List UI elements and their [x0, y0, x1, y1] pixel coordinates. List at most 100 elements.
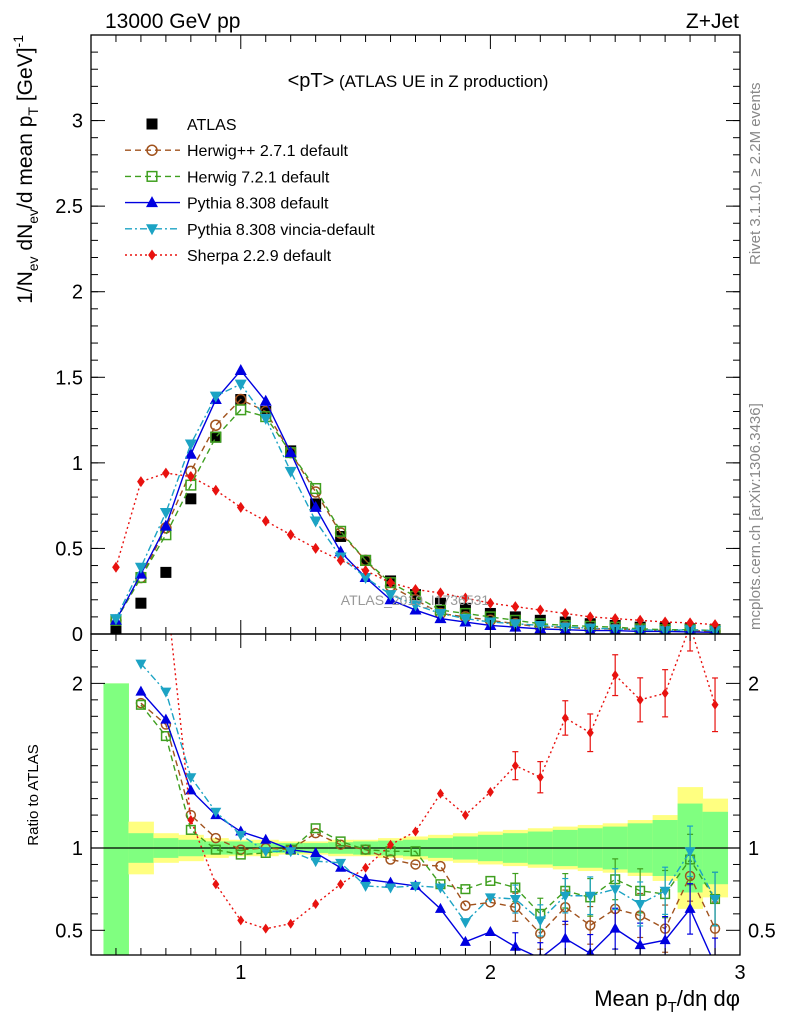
legend-label-atlas: ATLAS [187, 117, 237, 134]
point-sherpa-2-2-9-default-23 [686, 617, 694, 629]
point-sherpa-2-2-9-default-12 [411, 584, 420, 596]
watermark: ATLAS_2019_I1736531 [341, 592, 490, 608]
point-sherpa-2-2-9-default-16 [511, 601, 520, 613]
main-title: <pT> (ATLAS UE in Z production) [288, 70, 549, 92]
ratio-ytick-label-right: 2 [748, 673, 759, 695]
ratio-point-pythia-8-308-vincia-default-7 [285, 847, 297, 858]
ratio-point-pythia-8-308-vincia-default-2 [160, 687, 172, 698]
ratio-point-sherpa-2-2-9-default-18 [561, 712, 569, 723]
ratio-point-pythia-8-308-default-24 [710, 959, 721, 969]
ratio-point-sherpa-2-2-9-default-12 [412, 826, 419, 837]
main-ylabel: 1/Nev dNev/d mean pT [GeV]-1 [10, 35, 41, 304]
legend-marker-pythia-8-308-vincia-default [146, 224, 158, 236]
ratio-point-pythia-8-308-default-1 [135, 685, 147, 696]
point-herwig-7-2-1-default-9 [335, 525, 347, 537]
ratio-point-sherpa-2-2-9-default-3 [187, 815, 195, 826]
legend-label-herwig-7-2-1-default: Herwig 7.2.1 default [187, 169, 330, 186]
point-pythia-8-308-vincia-default-11 [384, 590, 397, 602]
ratio-point-sherpa-2-2-9-default-6 [262, 923, 270, 934]
legend-label-sherpa-2-2-9-default: Sherpa 2.2.9 default [187, 248, 332, 265]
legend-marker-sherpa-2-2-9-default [148, 249, 156, 261]
point-pythia-8-308-vincia-default-6 [259, 413, 272, 425]
ratio-point-herwig-2-7-1-default-13 [435, 860, 446, 872]
ratio-ytick-label-left: 2 [72, 673, 83, 695]
point-pythia-8-308-vincia-default-3 [184, 439, 197, 451]
ratio-point-pythia-8-308-vincia-default-5 [235, 830, 247, 841]
ratio-point-sherpa-2-2-9-default-14 [461, 810, 469, 821]
ratio-point-herwig-7-2-1-default-8 [310, 823, 321, 834]
point-sherpa-2-2-9-default-18 [561, 607, 570, 619]
legend-marker-herwig-2-7-1-default [146, 144, 158, 156]
point-sherpa-2-2-9-default-1 [137, 476, 145, 488]
ratio-point-pythia-8-308-default-6 [260, 833, 272, 844]
legend-label-pythia-8-308-default: Pythia 8.308 default [187, 196, 329, 213]
point-pythia-8-308-vincia-default-2 [159, 507, 172, 519]
ratio-point-sherpa-2-2-9-default-24 [711, 699, 719, 710]
ratio-point-herwig-7-2-1-default-2 [160, 731, 171, 742]
ratio-point-pythia-8-308-vincia-default-9 [335, 858, 347, 869]
ratio-point-pythia-8-308-vincia-default-19 [584, 891, 596, 902]
point-sherpa-2-2-9-default-0 [112, 561, 120, 573]
point-sherpa-2-2-9-default-21 [636, 614, 645, 626]
point-pythia-8-308-vincia-default-4 [209, 391, 222, 403]
ratio-point-pythia-8-308-default-3 [185, 784, 197, 795]
ratio-point-pythia-8-308-vincia-default-21 [634, 899, 646, 910]
ratio-point-sherpa-2-2-9-default-11 [387, 839, 395, 850]
ratio-point-sherpa-2-2-9-default-21 [636, 694, 644, 705]
ratio-point-pythia-8-308-vincia-default-8 [310, 857, 322, 868]
main-ytick-label: 0 [72, 624, 83, 646]
mcplots-label: mcplots.cern.ch [arXiv:1306.3436] [747, 403, 764, 630]
point-sherpa-2-2-9-default-15 [486, 597, 495, 609]
xtick-label: 2 [485, 962, 496, 984]
point-pythia-8-308-vincia-default-7 [284, 466, 297, 478]
ratio-point-pythia-8-308-default-13 [434, 902, 446, 913]
ratio-point-pythia-8-308-default-18 [559, 932, 571, 943]
ratio-point-sherpa-2-2-9-default-4 [212, 879, 220, 890]
point-pythia-8-308-vincia-default-1 [134, 562, 147, 574]
point-sherpa-2-2-9-default-17 [536, 604, 545, 616]
point-pythia-8-308-vincia-default-14 [459, 614, 472, 626]
ratio-line-sherpa-2-2-9-default [170, 634, 716, 930]
point-sherpa-2-2-9-default-5 [236, 501, 245, 513]
point-sherpa-2-2-9-default-24 [711, 619, 719, 631]
ratio-point-pythia-8-308-vincia-default-11 [385, 883, 397, 894]
ratio-point-pythia-8-308-vincia-default-10 [360, 881, 372, 892]
point-sherpa-2-2-9-default-4 [211, 484, 220, 496]
ratio-ytick-label-right: 0.5 [748, 920, 776, 942]
ratio-point-pythia-8-308-vincia-default-4 [210, 807, 222, 818]
point-pythia-8-308-default-5 [234, 363, 247, 375]
point-pythia-8-308-vincia-default-0 [109, 614, 122, 626]
point-sherpa-2-2-9-default-2 [162, 467, 170, 479]
ratio-point-pythia-8-308-default-2 [160, 713, 172, 724]
main-ytick-label: 2 [72, 282, 83, 304]
ratio-point-pythia-8-308-vincia-default-22 [659, 886, 671, 897]
ratio-point-pythia-8-308-default-20 [609, 922, 621, 933]
ratio-point-pythia-8-308-default-10 [360, 873, 372, 884]
point-pythia-8-308-default-3 [184, 447, 197, 459]
legend-label-pythia-8-308-vincia-default: Pythia 8.308 vincia-default [187, 222, 375, 239]
point-atlas-1 [135, 597, 147, 609]
process-label: Z+Jet [686, 10, 739, 33]
legend-marker-atlas [146, 118, 158, 130]
ratio-point-pythia-8-308-default-21 [634, 939, 646, 950]
legend: ATLAS Herwig++ 2.7.1 default Herwig 7.2.1 … [125, 117, 375, 265]
ratio-point-herwig-7-2-1-default-5 [235, 849, 246, 860]
ratio-point-pythia-8-308-vincia-default-15 [484, 893, 496, 904]
ratio-point-sherpa-2-2-9-default-15 [486, 787, 494, 798]
ratio-data-layer [91, 185, 740, 969]
point-sherpa-2-2-9-default-6 [261, 515, 270, 527]
ratio-point-sherpa-2-2-9-default-1 [137, 185, 144, 195]
point-sherpa-2-2-9-default-19 [586, 611, 595, 623]
point-herwig-2-7-1-default-8 [309, 486, 322, 498]
ratio-point-pythia-8-308-vincia-default-24 [709, 895, 721, 906]
point-sherpa-2-2-9-default-8 [311, 542, 320, 554]
point-atlas-4 [210, 431, 222, 443]
ratio-point-pythia-8-308-default-16 [509, 940, 521, 951]
point-sherpa-2-2-9-default-13 [436, 587, 445, 599]
ratio-point-pythia-8-308-default-15 [484, 925, 496, 936]
ratio-point-sherpa-2-2-9-default-5 [237, 915, 245, 926]
point-pythia-8-308-vincia-default-16 [509, 619, 522, 631]
ratio-ytick-label-left: 1 [72, 838, 83, 860]
ratio-point-pythia-8-308-default-23 [684, 902, 696, 913]
